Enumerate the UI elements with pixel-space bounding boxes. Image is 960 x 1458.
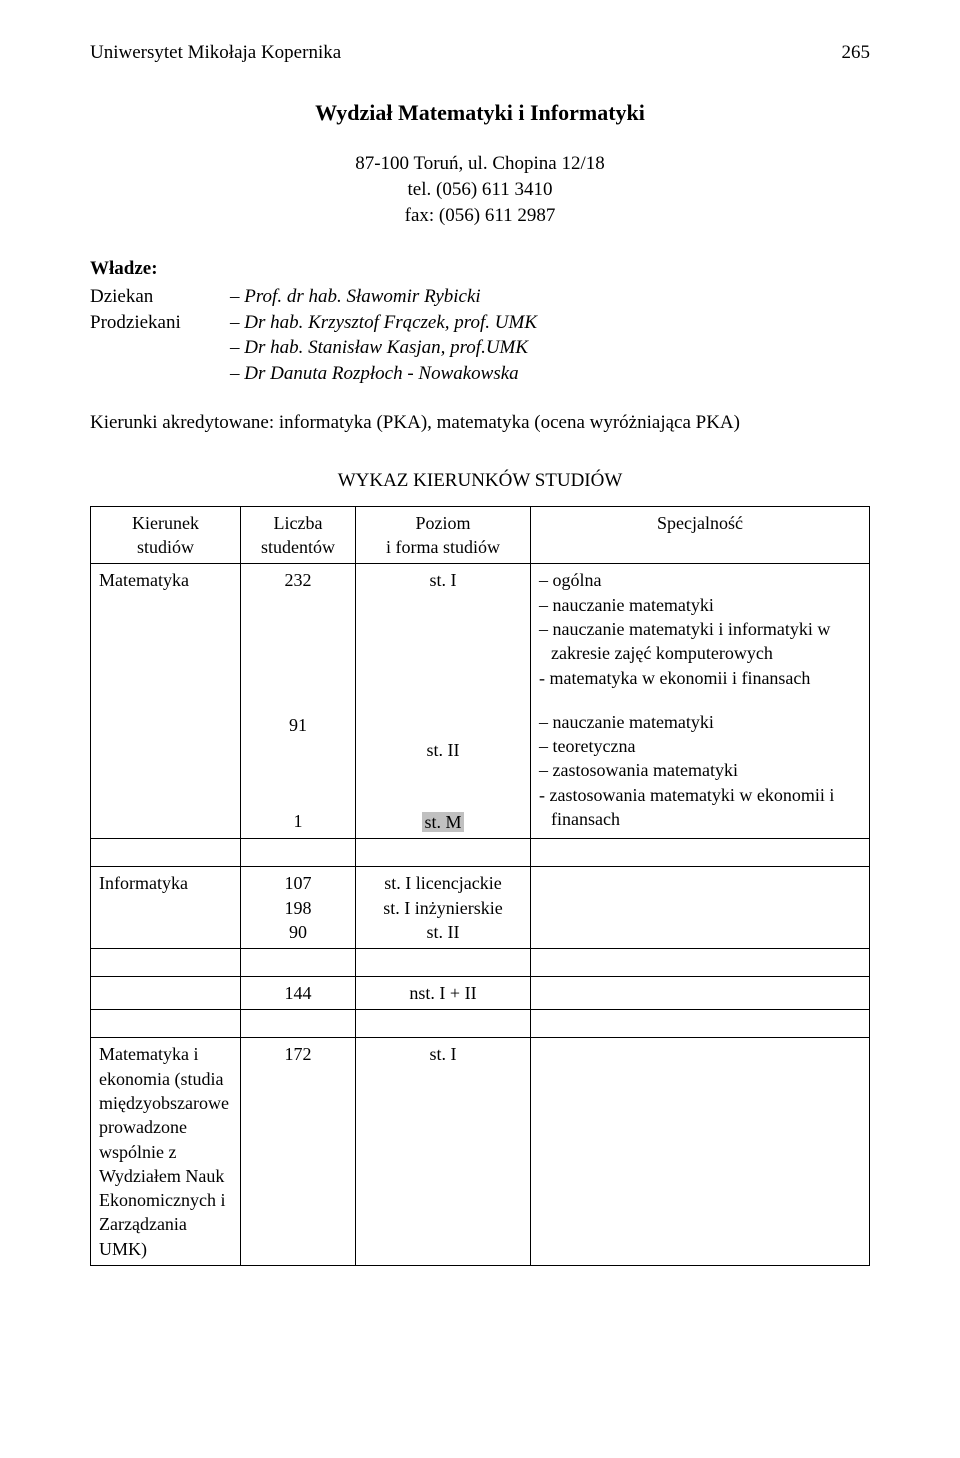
header-cell-text: studiów [99, 535, 232, 559]
level-value: st. I [364, 568, 522, 592]
spec-item: – ogólna [539, 568, 861, 592]
spec-item: – nauczanie matematyki [539, 593, 861, 617]
cell-student-counts: 107 198 90 [241, 867, 356, 949]
vicedean-1: – Dr hab. Krzysztof Frączek, prof. UMK [230, 310, 870, 336]
empty-cell [356, 949, 531, 977]
highlighted-text: st. M [422, 812, 463, 832]
cell-program-name: Matematyka i ekonomia (studia międzyobsz… [91, 1038, 241, 1266]
row-nst: 144 nst. I + II [91, 977, 870, 1010]
vicedean-3: – Dr Danuta Rozpłoch - Nowakowska [230, 361, 870, 387]
vicedean-2: – Dr hab. Stanisław Kasjan, prof.UMK [230, 335, 870, 361]
accredited-programs: Kierunki akredytowane: informatyka (PKA)… [90, 410, 870, 436]
header-cell-text: Kierunek [99, 511, 232, 535]
empty-cell [91, 977, 241, 1010]
faculty-title: Wydział Matematyki i Informatyki [90, 98, 870, 128]
empty-cell [531, 1038, 870, 1266]
level-value-highlighted: st. M [364, 810, 522, 834]
count-value: 90 [249, 920, 347, 944]
dash-prefix: – [230, 363, 244, 384]
cell-level: st. I [356, 1038, 531, 1266]
count-value: 1 [249, 809, 347, 833]
level-value: st. II [364, 738, 522, 762]
authorities-block: Władze: Dziekan – Prof. dr hab. Sławomir… [90, 256, 870, 386]
vicedean-3-name: Dr Danuta Rozpłoch - Nowakowska [244, 363, 518, 384]
header-cell-text: Poziom [364, 511, 522, 535]
empty-cell [241, 949, 356, 977]
cell-program-name: Informatyka [91, 867, 241, 949]
page-number: 265 [842, 40, 871, 66]
spec-item: - matematyka w ekonomii i finansach [539, 666, 861, 690]
empty-cell [531, 867, 870, 949]
address-block: 87-100 Toruń, ul. Chopina 12/18 tel. (05… [90, 151, 870, 228]
table-header-row: Kierunek studiów Liczba studentów Poziom… [91, 506, 870, 564]
cell-specializations: – ogólna – nauczanie matematyki – naucza… [531, 564, 870, 839]
row-spacer [91, 949, 870, 977]
empty-cell [531, 977, 870, 1010]
header-cell-text: Liczba [249, 511, 347, 535]
cell-count: 144 [241, 977, 356, 1010]
cell-count: 172 [241, 1038, 356, 1266]
level-value: st. I licencjackie [364, 871, 522, 895]
university-name: Uniwersytet Mikołaja Kopernika [90, 40, 341, 66]
count-value: 91 [249, 713, 347, 737]
level-value: st. I inżynierskie [364, 896, 522, 920]
cell-program-name: Matematyka [91, 564, 241, 839]
header-liczba: Liczba studentów [241, 506, 356, 564]
spec-item: - zastosowania matematyki w ekonomii i f… [539, 783, 861, 832]
spec-item: – nauczanie matematyki [539, 710, 861, 734]
authorities-heading: Władze: [90, 256, 870, 282]
empty-cell [91, 839, 241, 867]
fax-line: fax: (056) 611 2987 [90, 203, 870, 229]
table-heading: WYKAZ KIERUNKÓW STUDIÓW [90, 468, 870, 494]
empty-cell [531, 949, 870, 977]
empty-cell [356, 839, 531, 867]
header-kierunek: Kierunek studiów [91, 506, 241, 564]
count-value: 107 [249, 871, 347, 895]
dean-name: – Prof. dr hab. Sławomir Rybicki [230, 284, 870, 310]
empty-cell [241, 839, 356, 867]
empty-cell [356, 1010, 531, 1038]
header-cell-text: i forma studiów [364, 535, 522, 559]
row-matematyka-ekonomia: Matematyka i ekonomia (studia międzyobsz… [91, 1038, 870, 1266]
row-spacer [91, 1010, 870, 1038]
spec-list-2: – nauczanie matematyki – teoretyczna – z… [539, 710, 861, 831]
page-header: Uniwersytet Mikołaja Kopernika 265 [90, 40, 870, 66]
cell-levels: st. I licencjackie st. I inżynierskie st… [356, 867, 531, 949]
phone-line: tel. (056) 611 3410 [90, 177, 870, 203]
row-informatyka: Informatyka 107 198 90 st. I licencjacki… [91, 867, 870, 949]
empty-cell [531, 839, 870, 867]
header-cell-text: studentów [249, 535, 347, 559]
vicedean-row: Prodziekani – Dr hab. Krzysztof Frączek,… [90, 310, 870, 387]
level-value: st. II [364, 920, 522, 944]
dean-label: Dziekan [90, 284, 230, 310]
spec-item: – nauczanie matematyki i informatyki w z… [539, 617, 861, 666]
address-line: 87-100 Toruń, ul. Chopina 12/18 [90, 151, 870, 177]
dean-row: Dziekan – Prof. dr hab. Sławomir Rybicki [90, 284, 870, 310]
empty-cell [91, 1010, 241, 1038]
header-specjalnosc: Specjalność [531, 506, 870, 564]
spec-item: – teoretyczna [539, 734, 861, 758]
header-poziom: Poziom i forma studiów [356, 506, 531, 564]
spec-list-1: – ogólna – nauczanie matematyki – naucza… [539, 568, 861, 689]
row-spacer [91, 839, 870, 867]
row-matematyka: Matematyka 232 91 1 st. I st. II st. M –… [91, 564, 870, 839]
cell-student-counts: 232 91 1 [241, 564, 356, 839]
programs-table: Kierunek studiów Liczba studentów Poziom… [90, 506, 870, 1266]
spec-item: – zastosowania matematyki [539, 758, 861, 782]
empty-cell [531, 1010, 870, 1038]
count-value: 232 [249, 568, 347, 592]
empty-cell [241, 1010, 356, 1038]
cell-levels: st. I st. II st. M [356, 564, 531, 839]
cell-level: nst. I + II [356, 977, 531, 1010]
vicedean-label: Prodziekani [90, 310, 230, 387]
count-value: 198 [249, 896, 347, 920]
empty-cell [91, 949, 241, 977]
